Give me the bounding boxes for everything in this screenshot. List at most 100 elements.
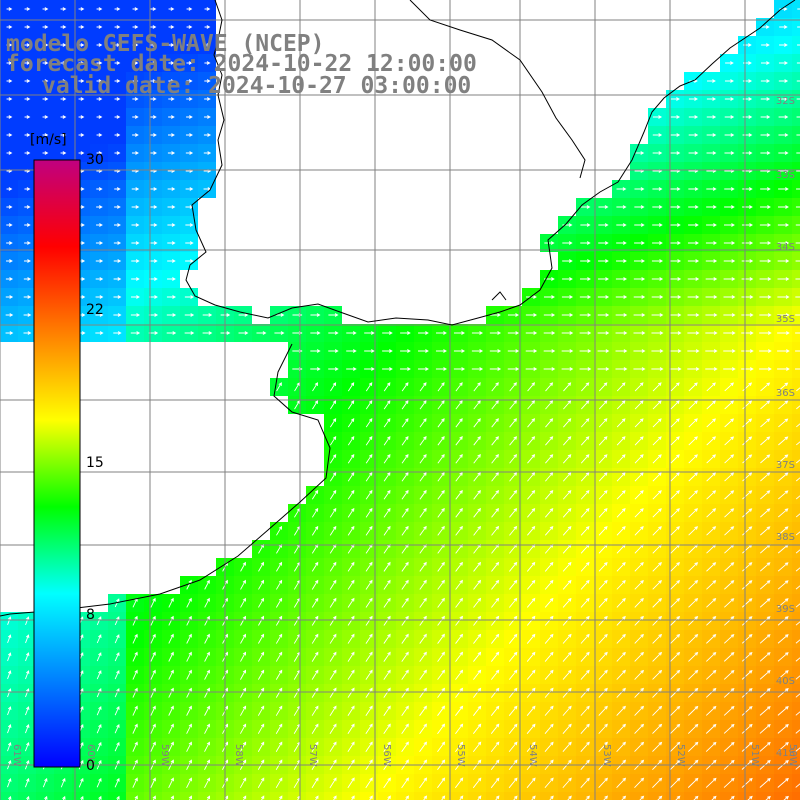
wind-arrow: [170, 795, 174, 800]
wind-arrow: [597, 367, 610, 371]
wind-arrow: [167, 205, 176, 209]
wind-arrow: [706, 187, 717, 191]
wind-arrow: [778, 133, 789, 137]
wind-arrow: [96, 43, 103, 47]
wind-speed-cell: [792, 630, 800, 648]
wind-arrow: [473, 507, 481, 518]
wind-arrow: [741, 313, 754, 317]
wind-arrow: [652, 418, 662, 428]
wind-arrow: [275, 597, 283, 608]
wind-arrow: [795, 350, 800, 352]
wind-arrow: [78, 79, 85, 83]
wind-arrow: [401, 400, 409, 410]
colorbar-tick-label: 15: [86, 455, 104, 471]
wind-arrow: [5, 313, 14, 317]
wind-arrow: [78, 25, 85, 29]
wind-arrow: [114, 79, 121, 83]
wind-arrow: [365, 400, 373, 410]
wind-arrow: [473, 436, 481, 446]
wind-arrow: [777, 259, 790, 263]
wind-arrow: [634, 651, 644, 662]
wind-arrow: [150, 723, 156, 734]
wind-speed-cell: [792, 612, 800, 630]
wind-arrow: [114, 670, 120, 680]
wind-arrow: [670, 400, 680, 410]
wind-arrow: [383, 382, 391, 392]
wind-arrow: [562, 777, 572, 789]
wind-arrow: [490, 777, 500, 789]
wind-arrow: [598, 241, 609, 245]
wind-arrow: [294, 382, 300, 392]
wind-arrow: [202, 331, 213, 335]
wind-arrow: [760, 418, 771, 428]
wind-arrow: [687, 241, 699, 245]
wind-arrow: [652, 723, 663, 734]
wind-arrow: [706, 651, 717, 662]
wind-arrow: [42, 43, 49, 47]
wind-arrow: [795, 206, 800, 208]
wind-arrow: [400, 349, 411, 353]
wind-arrow: [723, 313, 736, 317]
wind-arrow: [741, 687, 753, 698]
wind-arrow: [562, 259, 573, 263]
wind-arrow: [634, 472, 644, 482]
wind-arrow: [96, 670, 102, 680]
wind-arrow: [724, 616, 735, 626]
wind-arrow: [7, 706, 12, 716]
wind-arrow: [652, 597, 662, 608]
wind-arrow: [95, 241, 104, 245]
wind-arrow: [706, 562, 717, 572]
wind-arrow: [760, 490, 771, 500]
wind-arrow: [60, 61, 67, 65]
wind-arrow: [562, 436, 572, 446]
wind-arrow: [42, 61, 49, 65]
wind-arrow: [60, 25, 67, 29]
wind-arrow: [670, 723, 681, 734]
wind-arrow: [760, 79, 771, 83]
wind-arrow: [706, 616, 717, 626]
wind-arrow: [423, 795, 428, 800]
colorbar-tick-label: 30: [86, 152, 104, 168]
wind-arrow: [96, 205, 103, 209]
wind-arrow: [473, 525, 481, 536]
wind-speed-cell: [54, 792, 72, 800]
wind-speed-cell: [468, 792, 486, 800]
wind-arrow: [131, 205, 140, 209]
wind-arrow: [436, 331, 447, 335]
wind-speed-cell: [522, 792, 540, 800]
wind-arrow: [473, 489, 481, 500]
wind-arrow: [168, 687, 174, 698]
wind-arrow: [527, 454, 536, 464]
wind-arrow: [527, 525, 536, 536]
wind-arrow: [545, 472, 554, 482]
wind-arrow: [652, 615, 663, 626]
wind-arrow: [96, 7, 103, 11]
wind-arrow: [687, 277, 700, 281]
wind-arrow: [455, 615, 464, 626]
wind-arrow: [383, 615, 391, 626]
wind-arrow: [24, 741, 30, 752]
wind-arrow: [742, 205, 753, 209]
wind-arrow: [724, 400, 735, 410]
wind-arrow: [598, 741, 608, 752]
wind-arrow: [472, 777, 482, 789]
wind-arrow: [455, 723, 464, 734]
wind-arrow: [723, 723, 735, 734]
wind-arrow: [383, 453, 391, 464]
longitude-label: 56W: [381, 744, 392, 767]
wind-arrow: [742, 454, 753, 464]
wind-arrow: [670, 562, 681, 572]
colorbar-tick-label: 0: [86, 758, 95, 774]
wind-arrow: [276, 382, 282, 392]
wind-arrow: [419, 471, 427, 482]
wind-arrow: [419, 633, 427, 644]
wind-arrow: [580, 259, 591, 263]
wind-arrow: [132, 79, 139, 83]
wind-arrow: [365, 489, 373, 500]
wind-arrow: [724, 79, 734, 83]
wind-arrow: [401, 382, 409, 392]
wind-arrow: [6, 61, 13, 65]
wind-arrow: [669, 777, 681, 788]
wind-arrow: [741, 241, 754, 245]
wind-arrow: [634, 633, 644, 644]
